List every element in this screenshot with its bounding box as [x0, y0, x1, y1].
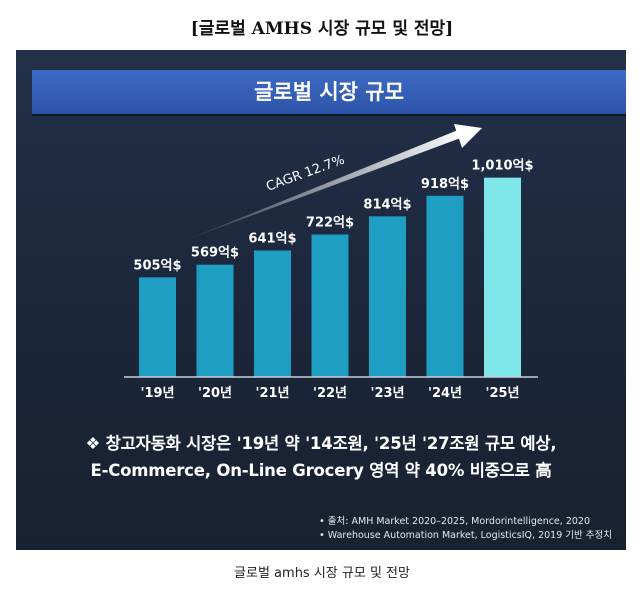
data-label-6: 1,010억$: [471, 159, 533, 174]
bar-3: [311, 234, 349, 377]
data-label-2: 641억$: [248, 231, 296, 246]
tick-label-3: '22년: [313, 386, 347, 401]
sources-note: • 출처: AMH Market 2020–2025, Mordorintell…: [319, 515, 612, 543]
tick-label-0: '19년: [140, 386, 174, 401]
tick-label-6: '25년: [485, 386, 519, 401]
cagr-arrow: [186, 124, 482, 240]
bar-2: [254, 250, 291, 377]
summary-line-1: ❖ 창고자동화 시장은 '19년 약 '14조원, '25년 '27조원 규모 …: [85, 434, 557, 453]
data-label-4: 814억$: [363, 197, 411, 212]
tick-label-1: '20년: [198, 386, 232, 401]
bar-4: [369, 216, 406, 377]
tick-label-5: '24년: [428, 386, 462, 401]
tick-label-2: '21년: [255, 386, 289, 401]
data-label-1: 569억$: [191, 246, 239, 261]
source-line-2: • Warehouse Automation Market, Logistics…: [319, 530, 612, 541]
summary-line-2: E-Commerce, On-Line Grocery 영역 약 40% 비중으…: [90, 461, 552, 480]
bar-1: [196, 264, 234, 377]
bar-chart: 505억$ 569억$ 641억$ 722억$ 814억$ 918억$1,010억$ '1…: [124, 124, 538, 401]
bar-5: [426, 195, 464, 377]
panel-header: 글로벌 시장 규모: [32, 70, 626, 114]
tick-label-4: '23년: [370, 386, 404, 401]
data-label-3: 722억$: [306, 215, 354, 230]
page-title: [글로벌 AMHS 시장 규모 및 전망]: [190, 19, 454, 39]
header-divider: [32, 114, 626, 116]
source-line-1: • 출처: AMH Market 2020–2025, Mordorintell…: [319, 516, 590, 527]
cagr-annotation: CAGR 12.7%: [264, 153, 346, 195]
bar-6: [484, 177, 521, 377]
data-label-5: 918억$: [421, 177, 469, 192]
figure-caption: 글로벌 amhs 시장 규모 및 전망: [234, 566, 410, 581]
chart-panel: 글로벌 시장 규모 505억$ 569억$ 641억$ 722억$ 814억$ 918억$…: [16, 50, 626, 550]
data-label-0: 505억$: [133, 258, 181, 273]
bar-0: [139, 277, 176, 377]
